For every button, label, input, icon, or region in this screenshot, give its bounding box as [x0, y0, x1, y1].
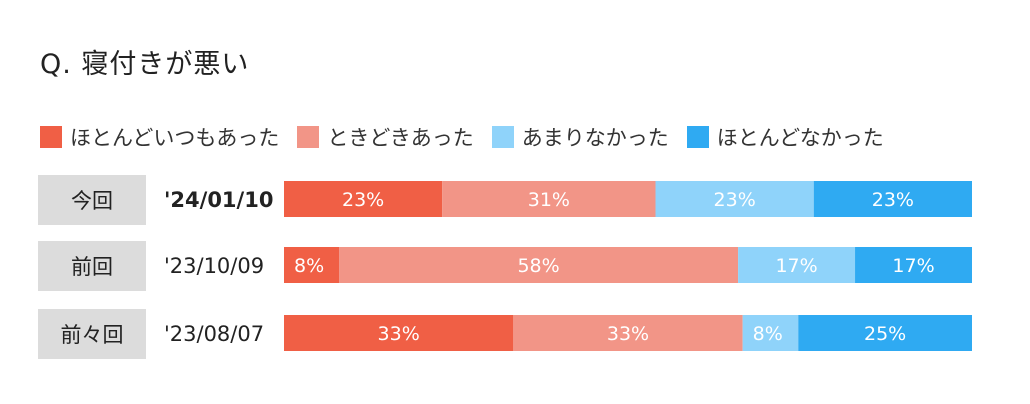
legend-swatch-mostly-had [40, 126, 62, 148]
bar-segment-before-previous-sometimes-had [513, 315, 743, 351]
data-label-current-almost-never: 23% [872, 189, 914, 211]
legend-swatch-sometimes-had [297, 126, 320, 148]
legend-swatch-rarely-had [491, 126, 514, 148]
legend-label-mostly-had: ほとんどいつもあった [70, 126, 280, 150]
data-label-previous-sometimes-had: 58% [517, 255, 559, 277]
bar-segment-before-previous-almost-never [798, 315, 972, 351]
data-label-before-previous-sometimes-had: 33% [607, 323, 649, 345]
bar-segment-current-almost-never [813, 181, 972, 217]
bar-segment-previous-almost-never [855, 247, 972, 283]
chart-title: Q. 寝付きが悪い [40, 49, 250, 80]
data-label-previous-mostly-had: 8% [294, 255, 324, 277]
data-label-current-mostly-had: 23% [342, 189, 384, 211]
legend: ほとんどいつもあった ときどきあった あまりなかった ほとんどなかった [40, 120, 902, 154]
stacked-bar-current: 23% 31% 23% 23% [284, 181, 972, 217]
bar-segment-before-previous-mostly-had [284, 315, 514, 351]
stacked-bar-previous: 8% 58% 17% 17% [284, 247, 972, 283]
row-date-before-previous: '23/08/07 [164, 322, 265, 346]
legend-label-rarely-had: あまりなかった [521, 126, 669, 150]
bar-segment-before-previous-rarely-had [742, 315, 799, 351]
legend-item-mostly-had: ほとんどいつもあった [40, 122, 279, 152]
row-date-previous: '23/10/09 [164, 254, 265, 278]
legend-swatch-almost-never [686, 126, 709, 148]
row-label-before-previous: 前々回 [38, 309, 146, 359]
bar-segment-current-sometimes-had [442, 181, 656, 217]
row-label-current: 今回 [38, 175, 146, 225]
bar-segment-previous-mostly-had [284, 247, 340, 283]
row-date-current: '24/01/10 [164, 188, 274, 212]
data-label-before-previous-rarely-had: 8% [753, 323, 783, 345]
legend-item-sometimes-had: ときどきあった [297, 122, 474, 152]
bar-segment-previous-sometimes-had [339, 247, 739, 283]
bar-segment-previous-rarely-had [738, 247, 856, 283]
legend-label-almost-never: ほとんどなかった [716, 126, 884, 150]
data-label-before-previous-mostly-had: 33% [378, 323, 420, 345]
data-label-previous-rarely-had: 17% [775, 255, 817, 277]
legend-label-sometimes-had: ときどきあった [327, 126, 474, 150]
data-label-before-previous-almost-never: 25% [864, 323, 906, 345]
data-label-previous-almost-never: 17% [892, 255, 934, 277]
legend-item-almost-never: ほとんどなかった [686, 122, 884, 152]
data-label-current-sometimes-had: 31% [528, 189, 570, 211]
stacked-bar-before-previous: 33% 33% 8% 25% [284, 315, 972, 351]
data-label-current-rarely-had: 23% [714, 189, 756, 211]
bar-segment-current-mostly-had [284, 181, 443, 217]
row-label-previous: 前回 [38, 241, 146, 291]
legend-item-rarely-had: あまりなかった [491, 122, 669, 152]
bar-segment-current-rarely-had [655, 181, 814, 217]
